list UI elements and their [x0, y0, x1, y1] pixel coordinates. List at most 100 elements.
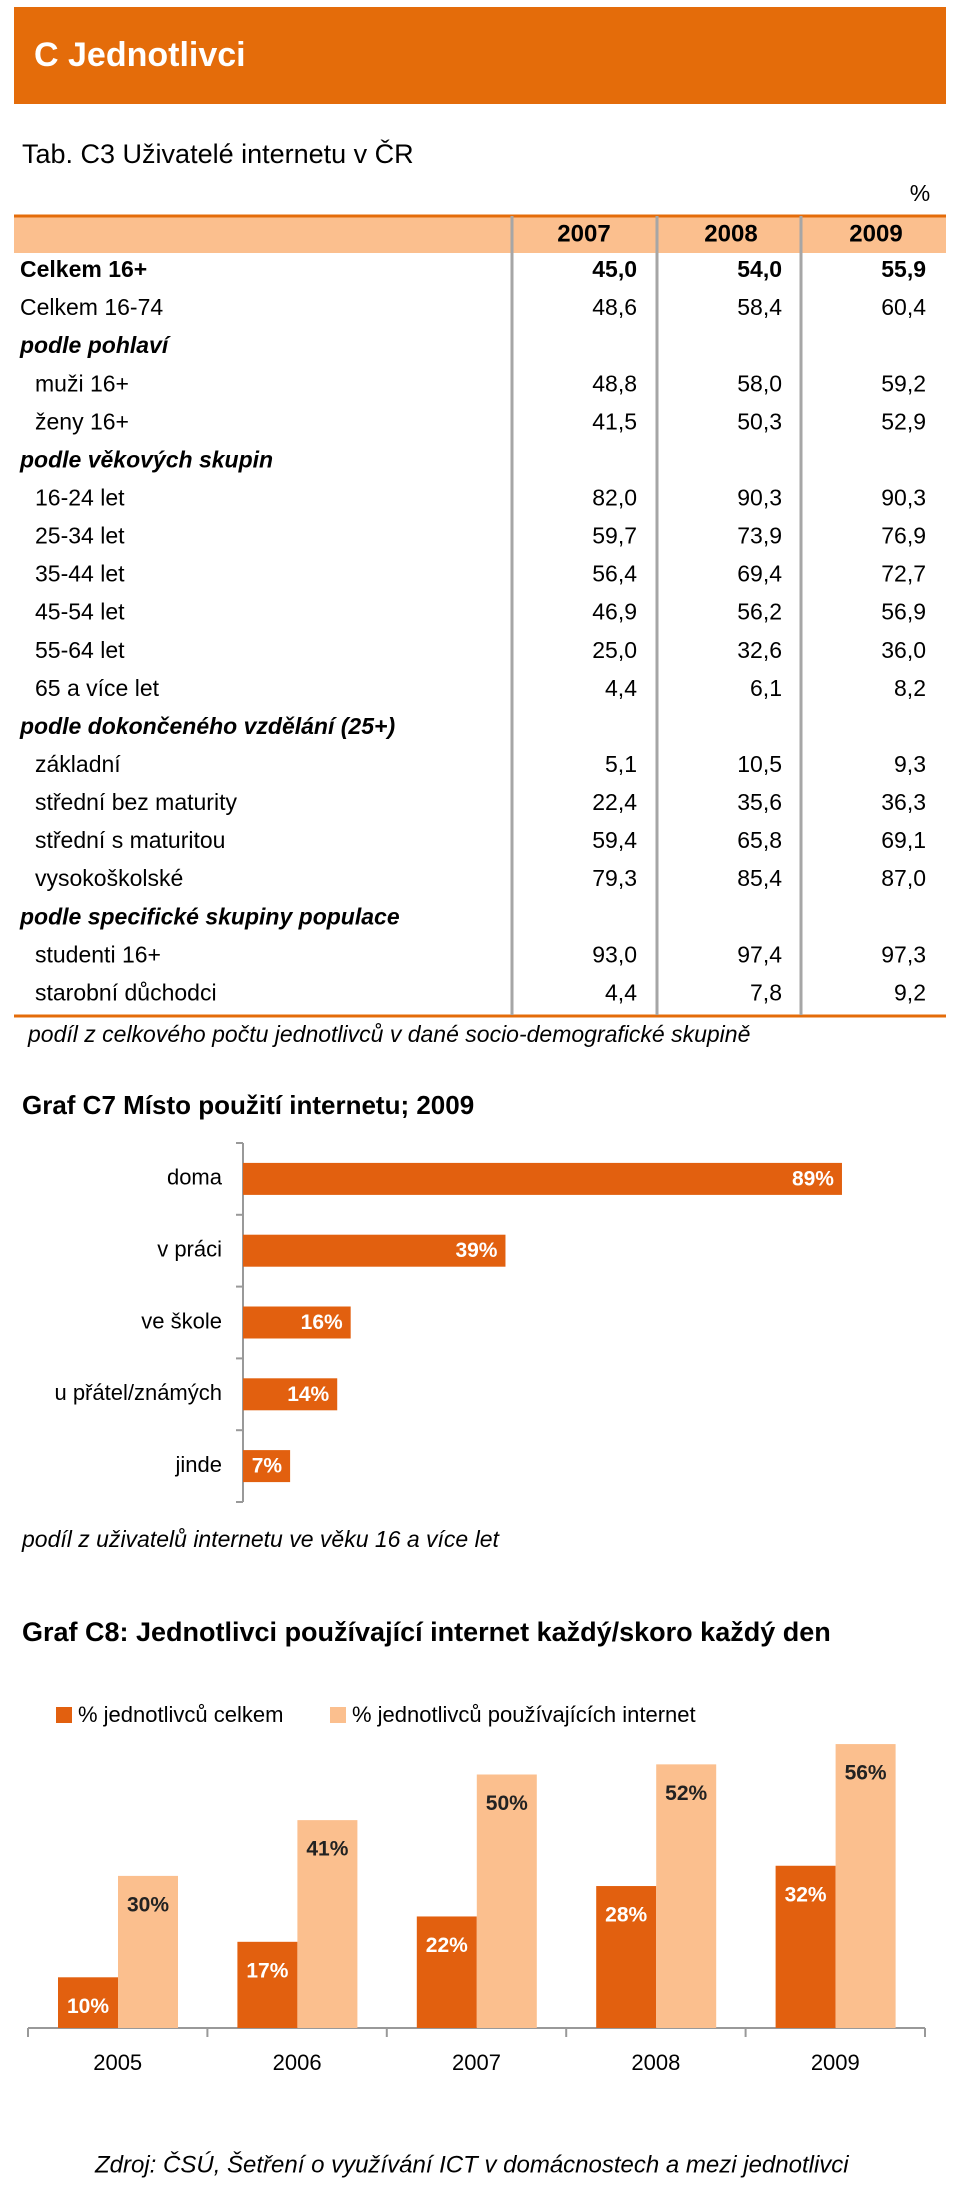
row-label: ženy 16+ — [35, 408, 129, 434]
source: Zdroj: ČSÚ, Šetření o využívání ICT v do… — [94, 2150, 849, 2178]
section-label: podle pohlaví — [19, 332, 171, 358]
cell: 32,6 — [737, 637, 782, 663]
section-label: podle věkových skupin — [19, 446, 273, 472]
column-header: 2009 — [849, 220, 902, 247]
bar — [237, 1941, 298, 2028]
bar — [118, 1875, 178, 2028]
cell: 82,0 — [592, 484, 637, 510]
value-label: 14% — [287, 1383, 329, 1406]
value-label: 39% — [455, 1239, 497, 1262]
section-label: podle dokončeného vzdělání (25+) — [19, 713, 395, 739]
cell: 52,9 — [881, 408, 926, 434]
bar — [58, 1977, 118, 2028]
cell: 50,3 — [737, 408, 782, 434]
bar — [476, 1774, 537, 2028]
cell: 59,7 — [592, 523, 637, 549]
cell: 69,1 — [881, 827, 926, 853]
cell: 59,2 — [881, 370, 926, 396]
cell: 93,0 — [592, 941, 637, 967]
legend-swatch — [330, 1707, 346, 1723]
cell: 55,9 — [881, 256, 926, 282]
value-label: 30% — [127, 1893, 169, 1916]
value-label: 89% — [792, 1167, 834, 1190]
row-label: 25-34 let — [35, 523, 125, 549]
row-label: 45-54 let — [35, 599, 125, 625]
row-label: 35-44 let — [35, 561, 125, 587]
cell: 65,8 — [737, 827, 782, 853]
x-tick-label: 2007 — [452, 2050, 501, 2075]
table-header-band — [14, 216, 946, 253]
cell: 4,4 — [605, 675, 637, 701]
cell: 48,8 — [592, 370, 637, 396]
bar — [243, 1162, 842, 1195]
cell: 69,4 — [737, 561, 782, 587]
cell: 9,2 — [894, 979, 926, 1005]
value-label: 22% — [426, 1934, 468, 1957]
cell: 73,9 — [737, 523, 782, 549]
x-tick-label: 2008 — [631, 2050, 680, 2075]
category-label: ve škole — [141, 1308, 222, 1333]
bar — [297, 1820, 358, 2028]
column-header: 2008 — [704, 220, 757, 247]
category-label: u přátel/známých — [54, 1380, 222, 1405]
bar — [775, 1865, 836, 2028]
row-label: vysokoškolské — [35, 865, 183, 891]
section-label: podle specifické skupiny populace — [19, 903, 400, 929]
cell: 7,8 — [750, 979, 782, 1005]
cell: 8,2 — [894, 675, 926, 701]
cell: 46,9 — [592, 599, 637, 625]
value-label: 17% — [246, 1959, 288, 1982]
row-label: Celkem 16+ — [20, 256, 147, 282]
x-tick-label: 2006 — [273, 2050, 322, 2075]
row-label: muži 16+ — [35, 370, 129, 396]
value-label: 10% — [67, 1995, 109, 2018]
cell: 10,5 — [737, 751, 782, 777]
chart-title: Graf C7 Místo použití internetu; 2009 — [22, 1090, 474, 1120]
value-label: 7% — [252, 1455, 283, 1478]
row-label: 55-64 let — [35, 637, 125, 663]
value-label: 50% — [486, 1792, 528, 1815]
cell: 90,3 — [737, 484, 782, 510]
x-tick-label: 2005 — [93, 2050, 142, 2075]
category-label: doma — [167, 1165, 223, 1190]
cell: 48,6 — [592, 294, 637, 320]
value-label: 32% — [785, 1883, 827, 1906]
value-label: 16% — [301, 1311, 343, 1334]
cell: 22,4 — [592, 789, 637, 815]
cell: 76,9 — [881, 523, 926, 549]
cell: 25,0 — [592, 637, 637, 663]
chart-title: Graf C8: Jednotlivci používající interne… — [22, 1617, 831, 1647]
cell: 60,4 — [881, 294, 926, 320]
cell: 59,4 — [592, 827, 637, 853]
cell: 90,3 — [881, 484, 926, 510]
cell: 6,1 — [750, 675, 782, 701]
cell: 79,3 — [592, 865, 637, 891]
row-label: 16-24 let — [35, 484, 125, 510]
row-label: starobní důchodci — [35, 979, 217, 1005]
cell: 56,2 — [737, 599, 782, 625]
row-label: střední bez maturity — [35, 789, 237, 815]
cell: 45,0 — [592, 256, 637, 282]
bar — [243, 1450, 291, 1483]
legend-label: % jednotlivců používajících internet — [352, 1702, 696, 1727]
row-label: studenti 16+ — [35, 941, 161, 967]
table-title: Tab. C3 Uživatelé internetu v ČR — [22, 138, 414, 169]
cell: 97,4 — [737, 941, 782, 967]
row-label: 65 a více let — [35, 675, 160, 701]
value-label: 52% — [665, 1782, 707, 1805]
chart-note: podíl z uživatelů internetu ve věku 16 a… — [21, 1526, 501, 1552]
cell: 56,4 — [592, 561, 637, 587]
category-label: jinde — [175, 1452, 222, 1477]
cell: 58,0 — [737, 370, 782, 396]
value-label: 41% — [306, 1838, 348, 1861]
bar — [835, 1744, 896, 2028]
cell: 85,4 — [737, 865, 782, 891]
column-header: 2007 — [557, 220, 610, 247]
cell: 9,3 — [894, 751, 926, 777]
bar — [416, 1916, 477, 2028]
legend-label: % jednotlivců celkem — [78, 1702, 283, 1727]
cell: 36,3 — [881, 789, 926, 815]
header-title: C Jednotlivci — [34, 36, 246, 74]
